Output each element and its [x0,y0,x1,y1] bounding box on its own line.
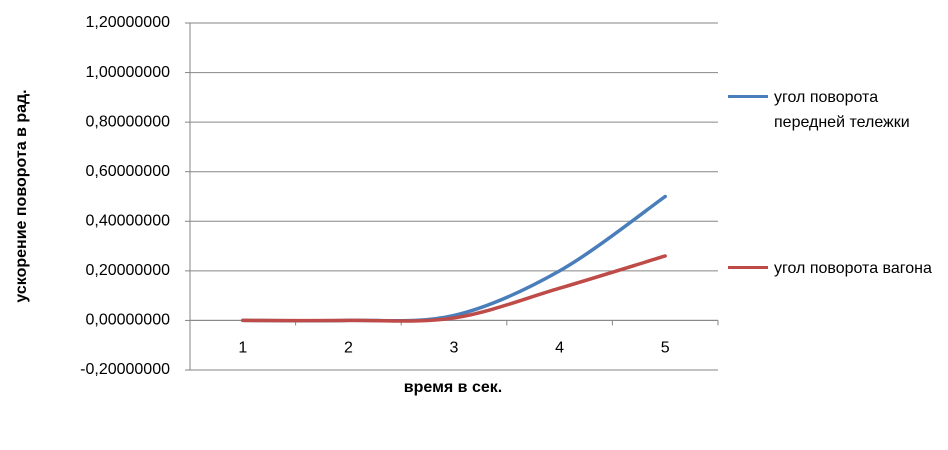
series-line [241,194,667,323]
y-tick-label: 1,00000000 [85,64,170,81]
x-tick-label: 1 [238,340,247,357]
legend-swatch [728,266,768,269]
legend-item: угол поворота передней тележки [728,85,943,135]
y-axis-title: ускорение поворота в рад. [13,89,30,302]
legend-item: угол поворота вагона [728,256,943,281]
legend-swatch [728,95,768,98]
x-tick-label: 2 [344,340,353,357]
x-axis-title: время в сек. [404,379,502,396]
y-tick-label: 0,00000000 [85,312,170,329]
y-tick-label: -0,20000000 [80,361,170,378]
y-tick-label: 0,40000000 [85,213,170,230]
x-tick-label: 3 [450,340,459,357]
y-tick-label: 0,60000000 [85,163,170,180]
x-tick-label: 4 [555,340,564,357]
y-tick-label: 1,20000000 [85,14,170,31]
y-tick-label: 0,20000000 [85,262,170,279]
legend-label: угол поворота передней тележки [774,89,910,131]
y-tick-label: 0,80000000 [85,113,170,130]
legend-label: угол поворота вагона [774,260,932,277]
x-tick-label: 5 [661,340,670,357]
series-line [241,254,667,323]
